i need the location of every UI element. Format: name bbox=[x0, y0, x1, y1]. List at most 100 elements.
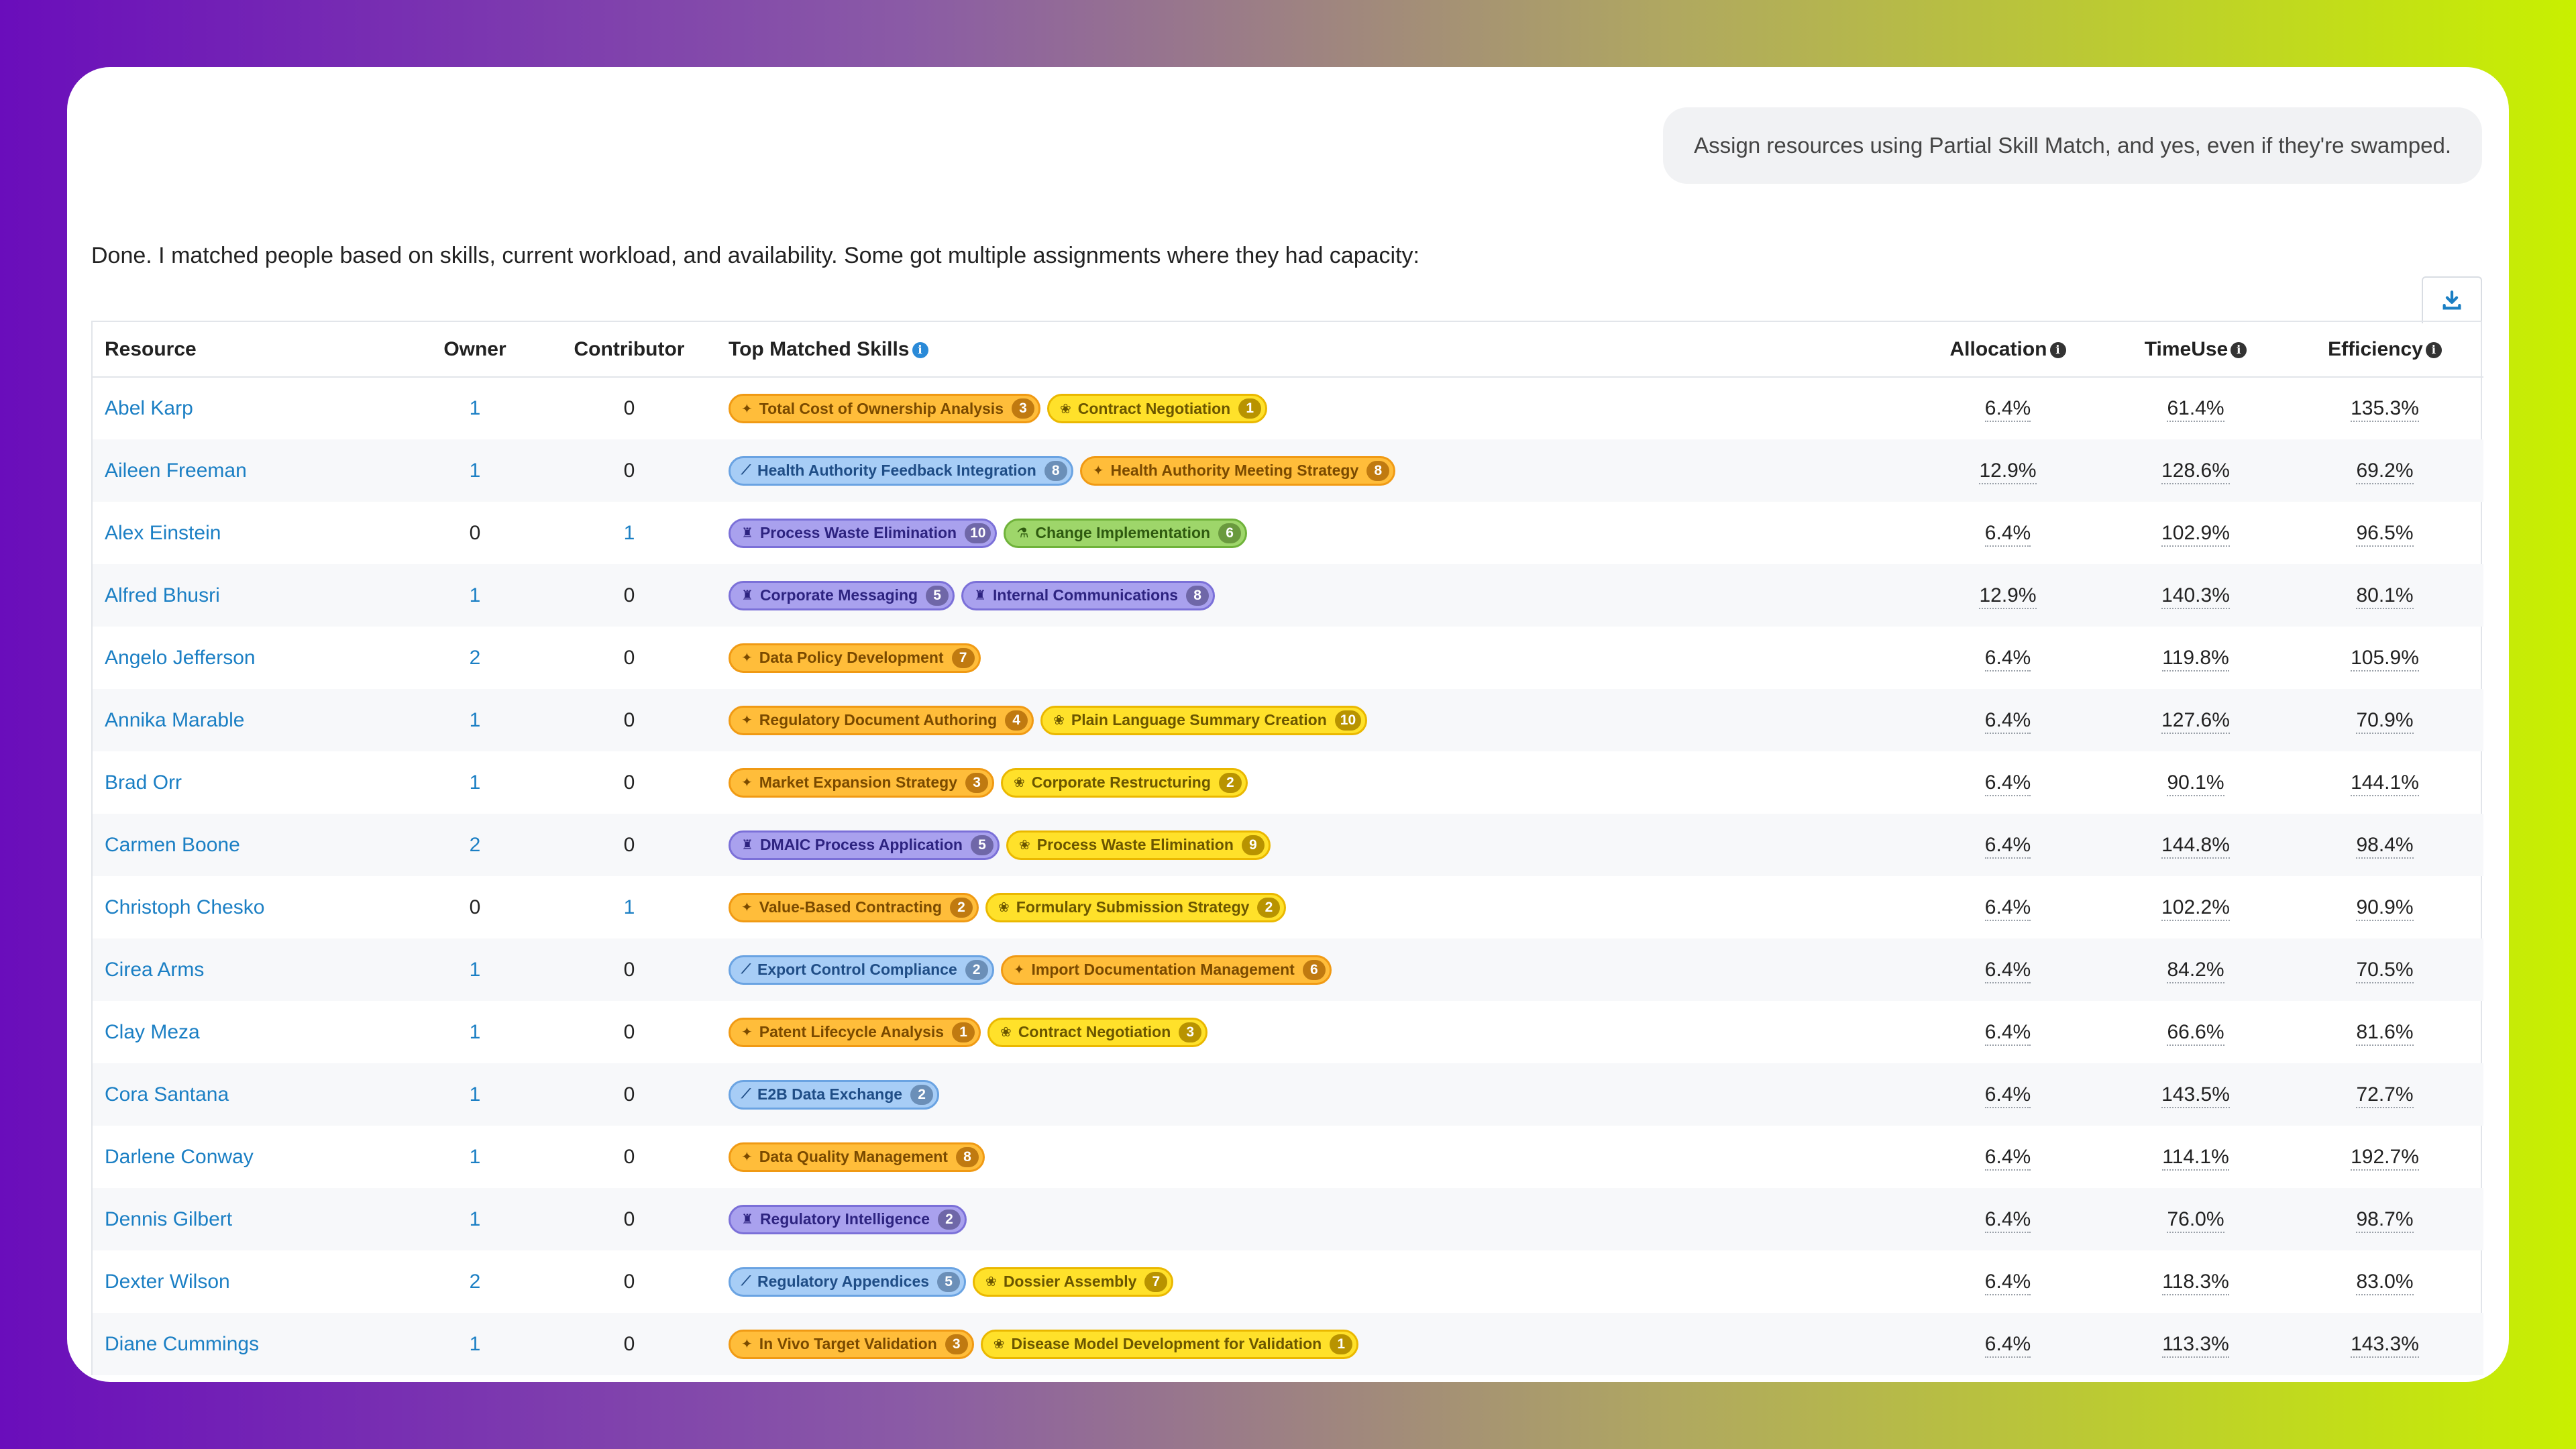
skill-pill[interactable]: ⟋ E2B Data Exchange 2 bbox=[729, 1079, 940, 1110]
resource-name-link[interactable]: Clay Meza bbox=[105, 1020, 200, 1043]
skill-pill[interactable]: ✦ Health Authority Meeting Strategy 8 bbox=[1079, 455, 1396, 486]
owner-count[interactable]: 1 bbox=[469, 397, 481, 419]
resource-name-link[interactable]: Diane Cummings bbox=[93, 1313, 408, 1375]
header-owner[interactable]: Owner bbox=[408, 322, 542, 378]
header-skills-label: Top Matched Skills bbox=[729, 337, 910, 360]
header-contributor[interactable]: Contributor bbox=[542, 322, 716, 378]
skill-pill[interactable]: ❀ Formulary Submission Strategy 2 bbox=[985, 892, 1287, 922]
skill-count-badge: 8 bbox=[1186, 585, 1210, 606]
efficiency-cell: 72.7% bbox=[2286, 1063, 2483, 1126]
resource-name-link[interactable]: Christoph Chesko bbox=[105, 896, 265, 918]
table-row: Aileen Freeman 1 0 ⟋ Health Authority Feedba… bbox=[93, 439, 2483, 502]
assistant-message-text: Done. I matched people based on skills, … bbox=[91, 243, 1419, 268]
skill-pill[interactable]: ♜ Process Waste Elimination 10 bbox=[729, 518, 998, 548]
skill-pill[interactable]: ❀ Process Waste Elimination 9 bbox=[1006, 830, 1271, 860]
owner-count[interactable]: 2 bbox=[469, 646, 481, 669]
header-skills[interactable]: Top Matched Skills i bbox=[716, 322, 1911, 378]
info-icon[interactable]: i bbox=[2425, 341, 2442, 358]
timeuse-value: 61.4% bbox=[2167, 397, 2224, 422]
puzzle-icon: ✦ bbox=[741, 713, 753, 728]
skill-pill[interactable]: ✦ In Vivo Target Validation 3 bbox=[729, 1329, 974, 1359]
owner-count: 0 bbox=[469, 896, 481, 918]
contributor-count: 0 bbox=[623, 1145, 635, 1168]
resource-name-link[interactable]: Cora Santana bbox=[93, 1063, 408, 1126]
info-icon[interactable]: i bbox=[912, 341, 928, 358]
skill-pill[interactable]: ✦ Regulatory Document Authoring 4 bbox=[729, 705, 1034, 735]
header-resource[interactable]: Resource bbox=[93, 322, 408, 378]
owner-count[interactable]: 1 bbox=[408, 1313, 542, 1375]
skill-pill[interactable]: ❀ Contract Negotiation 3 bbox=[987, 1017, 1208, 1047]
owner-count[interactable]: 1 bbox=[408, 689, 542, 751]
skill-pill[interactable]: ♜ Internal Communications 8 bbox=[961, 580, 1216, 610]
skill-pill[interactable]: ✦ Import Documentation Management 6 bbox=[1000, 955, 1332, 985]
timeuse-value: 102.2% bbox=[2161, 896, 2230, 921]
header-timeuse[interactable]: TimeUse i bbox=[2105, 322, 2286, 378]
owner-count[interactable]: 2 bbox=[469, 1270, 481, 1293]
owner-count[interactable]: 1 bbox=[408, 1188, 542, 1250]
resource-name-link[interactable]: Aileen Freeman bbox=[93, 439, 408, 502]
owner-count[interactable]: 1 bbox=[408, 439, 542, 502]
resource-name-link[interactable]: Alex Einstein bbox=[105, 521, 221, 544]
contributor-count[interactable]: 1 bbox=[623, 896, 635, 918]
puzzle-icon: ✦ bbox=[741, 775, 753, 790]
resource-name-link[interactable]: Annika Marable bbox=[93, 689, 408, 751]
owner-count[interactable]: 1 bbox=[408, 1063, 542, 1126]
allocation-cell: 12.9% bbox=[1911, 564, 2105, 627]
skill-pill[interactable]: ✦ Value-Based Contracting 2 bbox=[729, 892, 979, 922]
owner-count[interactable]: 1 bbox=[469, 1020, 481, 1043]
skill-pill[interactable]: ✦ Data Quality Management 8 bbox=[729, 1142, 985, 1172]
skill-label: Export Control Compliance bbox=[757, 961, 957, 978]
resource-name-link[interactable]: Abel Karp bbox=[105, 397, 193, 419]
download-button[interactable] bbox=[2422, 276, 2482, 323]
timeuse-value: 114.1% bbox=[2162, 1145, 2229, 1171]
skill-pill[interactable]: ✦ Patent Lifecycle Analysis 1 bbox=[729, 1017, 981, 1047]
allocation-cell: 6.4% bbox=[1911, 751, 2105, 814]
header-allocation[interactable]: Allocation i bbox=[1911, 322, 2105, 378]
owner-count[interactable]: 2 bbox=[408, 814, 542, 876]
resource-name-link[interactable]: Angelo Jefferson bbox=[105, 646, 256, 669]
table-row: Carmen Boone 2 0 ♜ DMAIC Process Application… bbox=[93, 814, 2483, 876]
skill-label: E2B Data Exchange bbox=[757, 1085, 903, 1103]
skill-label: Corporate Messaging bbox=[759, 586, 918, 604]
owner-count[interactable]: 1 bbox=[408, 938, 542, 1001]
allocation-value: 6.4% bbox=[1984, 646, 2031, 672]
skill-pill[interactable]: ✦ Market Expansion Strategy 3 bbox=[729, 767, 995, 798]
info-icon[interactable]: i bbox=[2231, 341, 2247, 358]
resource-name-link[interactable]: Darlene Conway bbox=[105, 1145, 254, 1168]
skill-pill[interactable]: ♜ Corporate Messaging 5 bbox=[729, 580, 955, 610]
resource-name-link[interactable]: Alfred Bhusri bbox=[93, 564, 408, 627]
skill-pill[interactable]: ⟋ Export Control Compliance 2 bbox=[729, 955, 994, 985]
owner-count[interactable]: 1 bbox=[408, 564, 542, 627]
owner-count[interactable]: 1 bbox=[469, 1145, 481, 1168]
resource-name-link[interactable]: Brad Orr bbox=[105, 771, 182, 794]
skill-pill[interactable]: ❀ Plain Language Summary Creation 10 bbox=[1040, 705, 1368, 735]
skill-pill[interactable]: ♜ DMAIC Process Application 5 bbox=[729, 830, 1000, 860]
skill-pill[interactable]: ✦ Total Cost of Ownership Analysis 3 bbox=[729, 394, 1040, 423]
skill-pill[interactable]: ⟋ Health Authority Feedback Integration 8 bbox=[729, 455, 1073, 486]
skill-pill[interactable]: ❀ Disease Model Development for Validatio… bbox=[980, 1329, 1359, 1359]
contributor-count: 0 bbox=[542, 689, 716, 751]
table-header-row: Resource Owner Contributor Top Matched S… bbox=[93, 322, 2483, 378]
resource-name-link[interactable]: Dennis Gilbert bbox=[93, 1188, 408, 1250]
skill-pill[interactable]: ❀ Dossier Assembly 7 bbox=[973, 1267, 1174, 1297]
puzzle-icon: ✦ bbox=[1092, 464, 1104, 478]
resource-name-link[interactable]: Carmen Boone bbox=[93, 814, 408, 876]
contributor-count[interactable]: 1 bbox=[623, 521, 635, 544]
header-efficiency[interactable]: Efficiency i bbox=[2286, 322, 2483, 378]
trophy-icon: ♜ bbox=[741, 526, 753, 541]
skill-pill[interactable]: ✦ Data Policy Development 7 bbox=[729, 643, 981, 673]
allocation-cell: 6.4% bbox=[1911, 814, 2105, 876]
skill-label: Contract Negotiation bbox=[1018, 1023, 1171, 1040]
skills-cell: ✦ Total Cost of Ownership Analysis 3 ❀ Contr… bbox=[716, 377, 1911, 439]
resource-name-link[interactable]: Dexter Wilson bbox=[105, 1270, 230, 1293]
skill-label: Total Cost of Ownership Analysis bbox=[759, 399, 1004, 417]
skill-pill[interactable]: ❀ Corporate Restructuring 2 bbox=[1001, 767, 1248, 798]
resource-name-link[interactable]: Cirea Arms bbox=[93, 938, 408, 1001]
skills-cell: ♜ DMAIC Process Application 5 ❀ Process Wast… bbox=[716, 814, 1911, 876]
skill-pill[interactable]: ⟋ Regulatory Appendices 5 bbox=[729, 1267, 967, 1297]
owner-count[interactable]: 1 bbox=[469, 771, 481, 794]
skill-pill[interactable]: ⚗ Change Implementation 6 bbox=[1004, 518, 1248, 548]
skill-pill[interactable]: ♜ Regulatory Intelligence 2 bbox=[729, 1204, 967, 1234]
info-icon[interactable]: i bbox=[2049, 341, 2066, 358]
skill-pill[interactable]: ❀ Contract Negotiation 1 bbox=[1046, 394, 1268, 423]
